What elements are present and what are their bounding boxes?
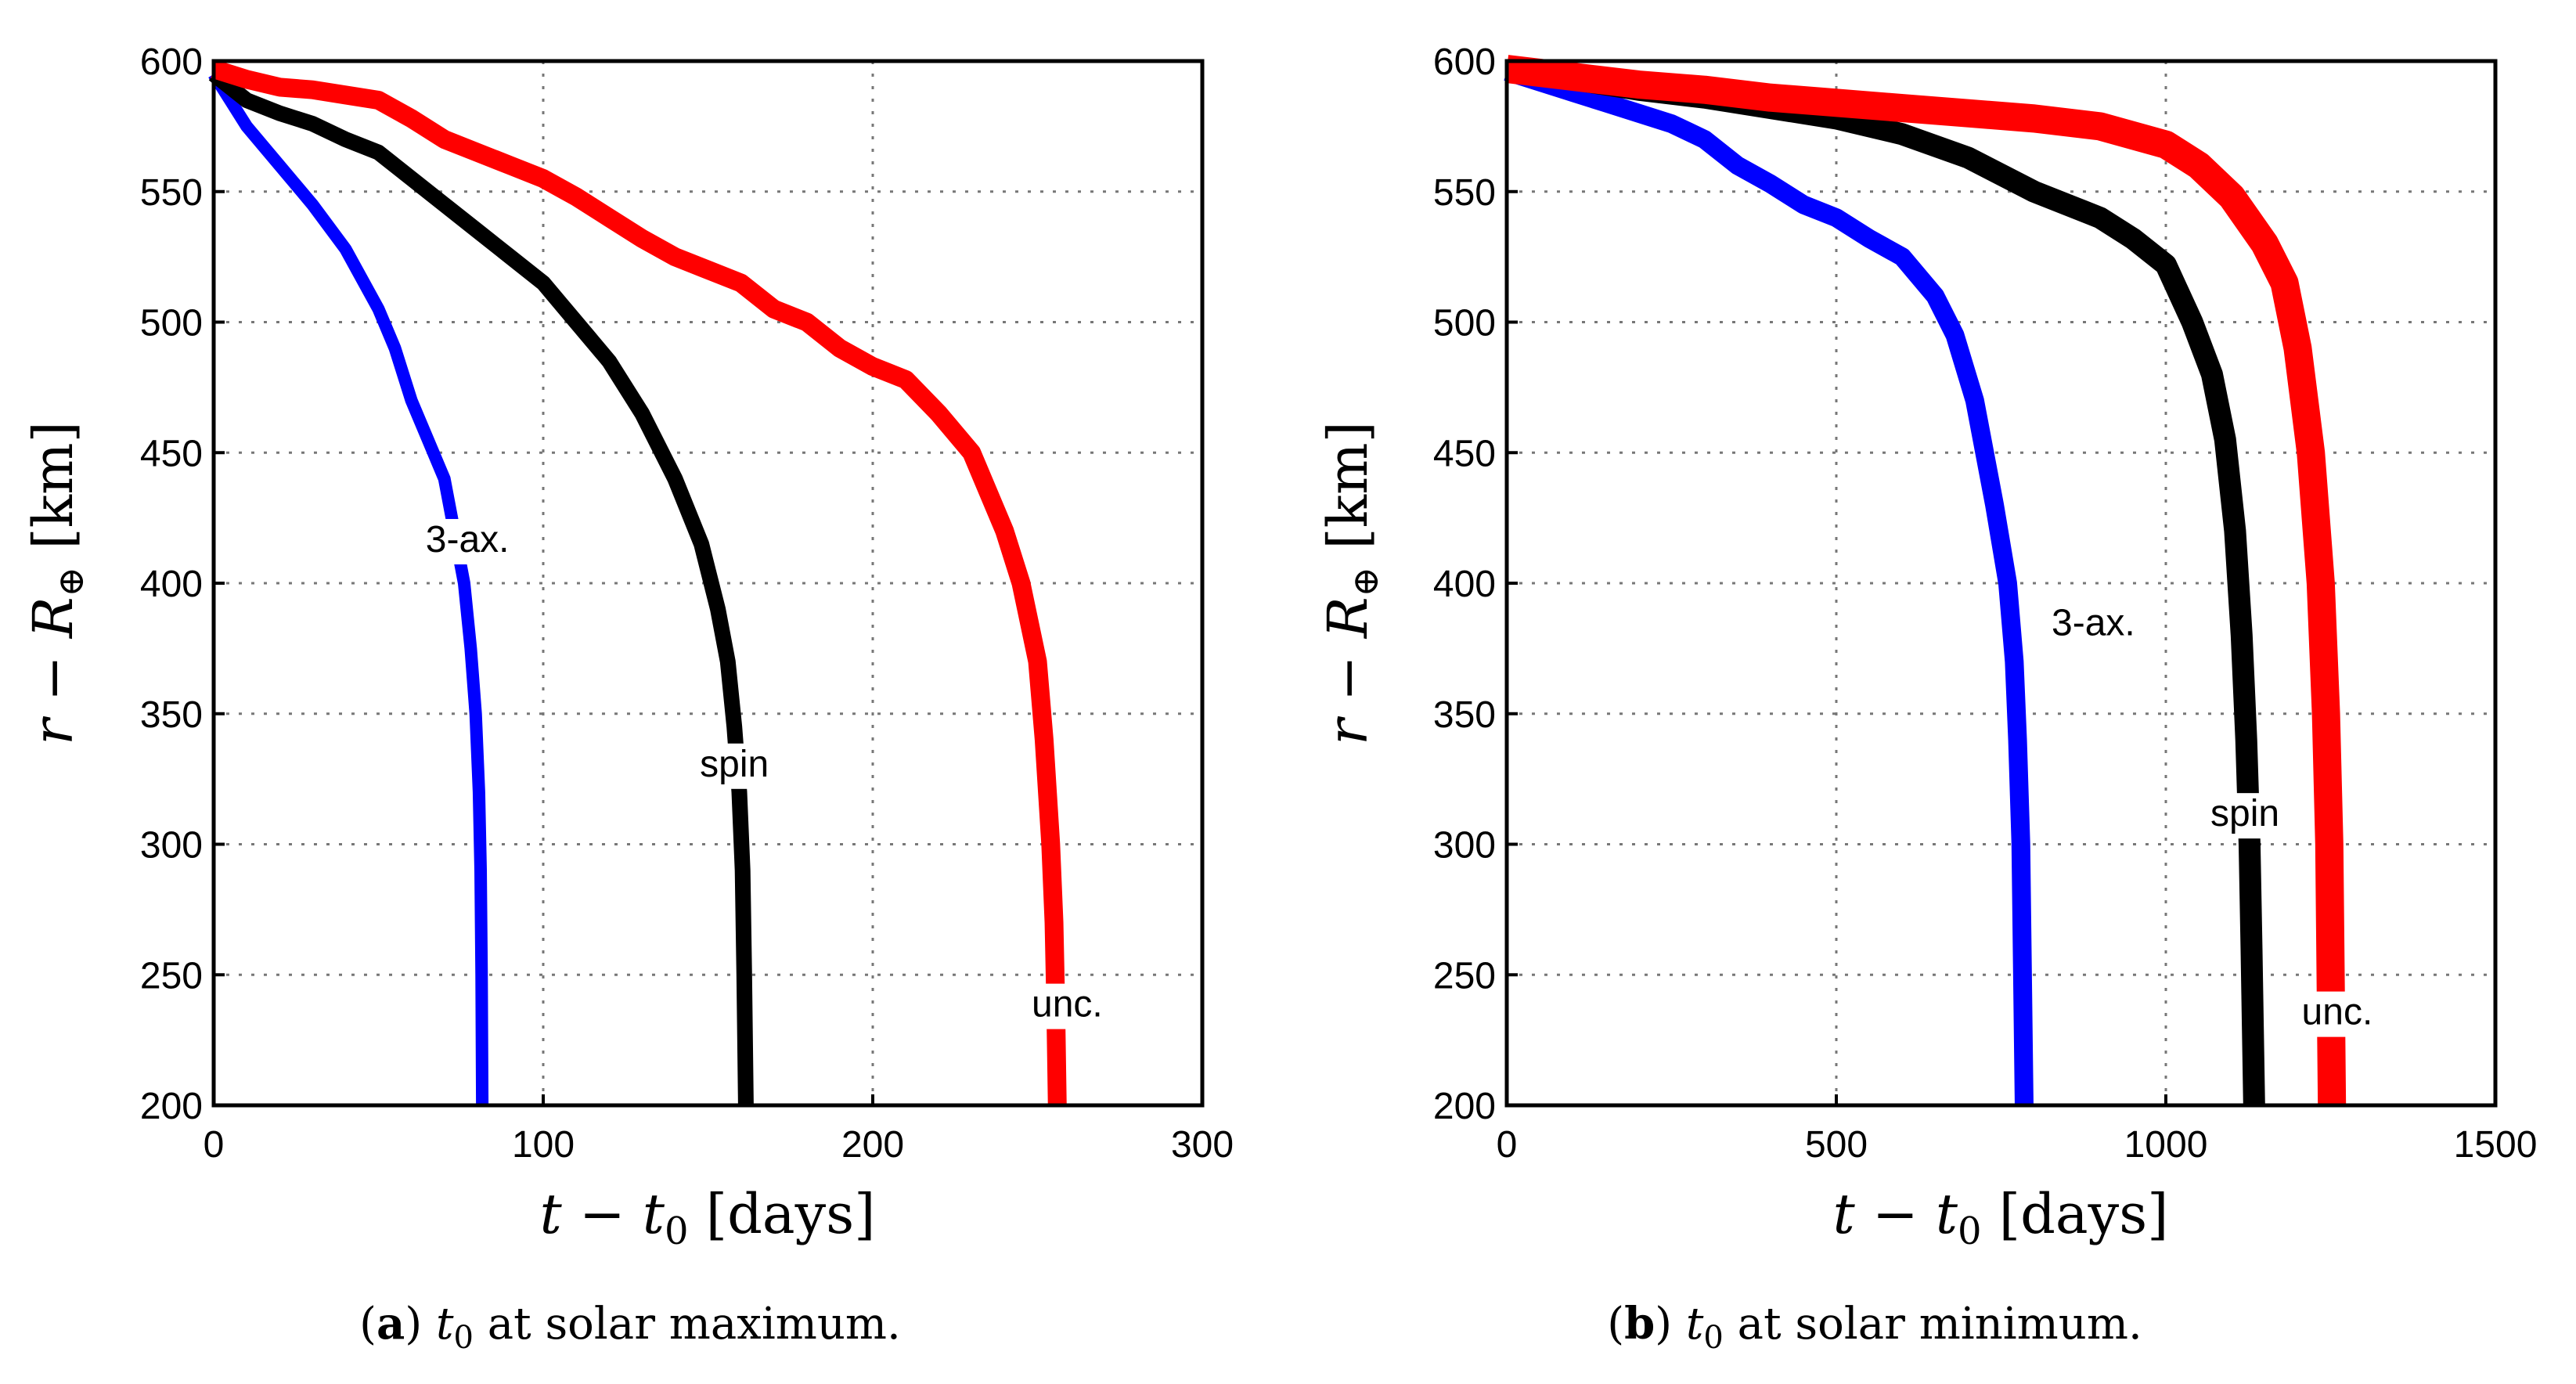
y-tick-label: 550: [140, 172, 203, 214]
caption-close: ): [1655, 1299, 1686, 1350]
x-label-t0-sub: 0: [665, 1209, 689, 1253]
caption-letter: a: [376, 1298, 405, 1350]
caption-t0: t: [436, 1299, 454, 1350]
y-label-R: R: [21, 596, 85, 640]
y-tick-label: 450: [1433, 433, 1496, 474]
y-label-unit: [km]: [1316, 421, 1380, 567]
series-line-unc: [1504, 55, 2347, 1106]
y-label-R-sub: ⊕: [1344, 567, 1386, 597]
y-tick-label: 350: [1433, 694, 1496, 736]
x-label-t0-sub: 0: [1958, 1209, 1982, 1253]
caption-text: at solar minimum.: [1724, 1299, 2142, 1350]
series-line-3ax: [1504, 62, 2034, 1106]
x-tick-label: 0: [204, 1124, 225, 1166]
y-tick-label: 250: [1433, 955, 1496, 997]
y-tick-label: 350: [140, 694, 203, 736]
x-tick-label: 1500: [2454, 1124, 2538, 1166]
x-label-var: t: [540, 1182, 563, 1246]
x-label-unit: [days]: [689, 1182, 876, 1246]
y-label-R-sub: ⊕: [49, 567, 92, 597]
y-tick-label: 600: [140, 41, 203, 83]
y-label-R: R: [1316, 596, 1380, 640]
curve-label-bg: [686, 743, 784, 789]
panel-caption: (a) t0 at solar maximum.: [359, 1298, 901, 1356]
y-tick-label: 500: [1433, 303, 1496, 344]
x-label-t0: t: [1936, 1182, 1958, 1246]
x-label-minus: −: [562, 1182, 643, 1246]
y-label-var: r: [21, 716, 85, 745]
x-tick-label: 500: [1805, 1124, 1868, 1166]
curve-label-bg: [408, 518, 527, 564]
y-label-var: r: [1316, 716, 1380, 745]
caption-t0-sub: 0: [1703, 1320, 1723, 1356]
y-tick-label: 400: [140, 564, 203, 605]
x-axis-label: t − t0 [days]: [1833, 1182, 2169, 1253]
y-tick-label: 500: [140, 303, 203, 344]
x-label-minus: −: [1855, 1182, 1936, 1246]
x-tick-label: 1000: [2124, 1124, 2208, 1166]
caption-t0-sub: 0: [454, 1320, 474, 1356]
curve-label-bg: [1018, 983, 1116, 1029]
series-line-spin: [1504, 58, 2265, 1106]
x-label-var: t: [1833, 1182, 1856, 1246]
x-tick-label: 0: [1497, 1124, 1518, 1166]
curve-label-bg: [2034, 602, 2153, 648]
caption-letter: b: [1624, 1298, 1655, 1350]
x-axis-label: t − t0 [days]: [540, 1182, 876, 1253]
curve-label: unc.: [1032, 984, 1103, 1025]
curve-label: spin: [700, 744, 769, 785]
y-tick-label: 200: [140, 1086, 203, 1127]
caption-t0: t: [1686, 1299, 1704, 1350]
curve-label: 3-ax.: [2052, 603, 2135, 644]
x-tick-label: 100: [512, 1124, 575, 1166]
curve-label: unc.: [2302, 992, 2373, 1033]
curve-label-bg: [2288, 991, 2386, 1037]
y-label-minus: −: [21, 638, 85, 719]
x-label-t0: t: [643, 1182, 665, 1246]
panel-a: 3-ax. spin unc. 0 100 200 300 200 250 300 350 400 45…: [21, 41, 1234, 1356]
series-line-unc: [211, 59, 1067, 1106]
panel-caption: (b) t0 at solar minimum.: [1607, 1298, 2142, 1356]
y-tick-label: 300: [140, 825, 203, 867]
series-line-3ax: [208, 70, 489, 1106]
curve-label: spin: [2210, 793, 2279, 834]
caption-open: (: [359, 1299, 376, 1350]
y-label-minus: −: [1316, 638, 1380, 719]
y-tick-label: 450: [140, 433, 203, 474]
y-tick-label: 400: [1433, 564, 1496, 605]
caption-open: (: [1607, 1299, 1624, 1350]
curve-label-bg: [2196, 793, 2294, 839]
x-tick-label: 300: [1171, 1124, 1234, 1166]
y-tick-label: 550: [1433, 172, 1496, 214]
caption-close: ): [405, 1299, 436, 1350]
panel-b: 3-ax. spin unc. 0 500 1000 1500 200 250 300 350 400…: [1316, 41, 2537, 1356]
x-label-unit: [days]: [1982, 1182, 2169, 1246]
y-tick-label: 600: [1433, 41, 1496, 83]
y-tick-label: 200: [1433, 1086, 1496, 1127]
caption-text: at solar maximum.: [474, 1299, 901, 1350]
y-axis-label: r − R⊕ [km]: [1316, 421, 1386, 745]
x-tick-label: 200: [841, 1124, 904, 1166]
y-axis-label: r − R⊕ [km]: [21, 421, 92, 745]
curve-label: 3-ax.: [426, 519, 510, 560]
y-tick-label: 250: [140, 955, 203, 997]
y-tick-label: 300: [1433, 825, 1496, 867]
y-label-unit: [km]: [21, 421, 85, 567]
